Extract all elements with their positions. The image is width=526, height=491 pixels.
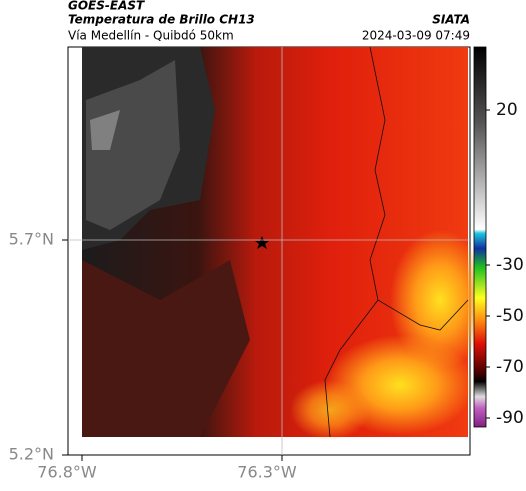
colorbar-tick-label: -30 (496, 255, 524, 275)
colorbar-tick-label: 20 (496, 100, 518, 120)
colorbar-tick-label: -50 (496, 306, 524, 326)
title: GOES-EAST (68, 0, 145, 13)
subtitle: Temperatura de Brillo CH13 (68, 13, 255, 27)
timestamp: 2024-03-09 07:49 (362, 29, 470, 43)
lon-tick-label: 76.8°W (37, 463, 97, 482)
colorbar-tick-label: -90 (496, 408, 524, 428)
route: Vía Medellín - Quibdó 50km (68, 29, 234, 43)
lat-tick-label: 5.2°N (9, 445, 54, 464)
lat-tick-label: 5.7°N (9, 230, 54, 249)
lon-tick-label: 76.3°W (237, 463, 297, 482)
map-image (82, 46, 490, 440)
source: SIATA (432, 13, 470, 27)
colorbar-tick-label: -70 (496, 357, 524, 377)
colorbar (473, 46, 487, 428)
